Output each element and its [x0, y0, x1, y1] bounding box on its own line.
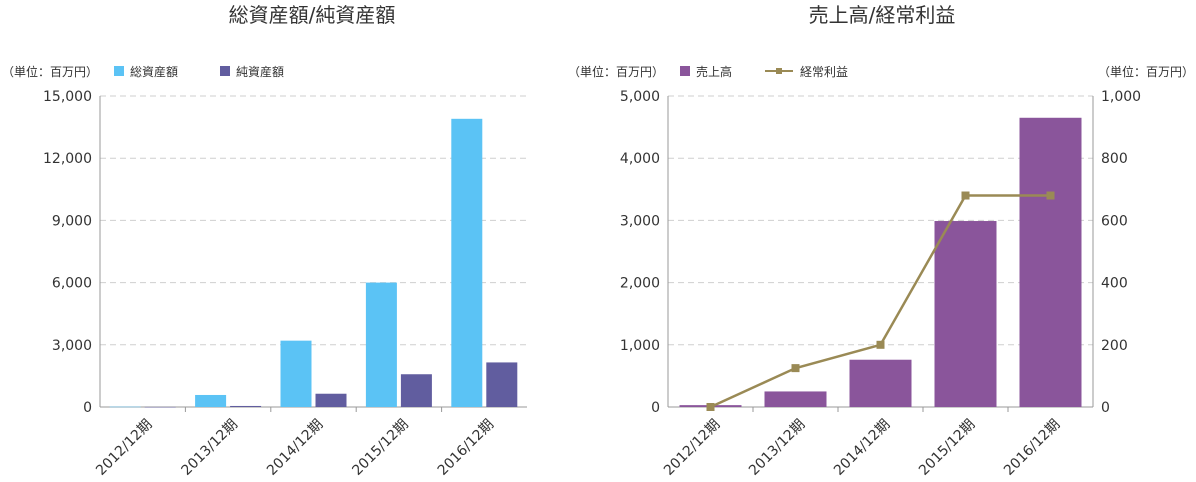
chart1-unit-label: （単位：百万円）	[2, 64, 98, 79]
chart2-y-right-tick-label: 200	[1101, 338, 1128, 354]
chart2-y-right-tick-label: 0	[1101, 400, 1110, 416]
chart2-y-left-tick-label: 2,000	[620, 276, 660, 292]
chart2-y-left-tick-label: 3,000	[620, 213, 660, 229]
chart1-y-tick-label: 0	[83, 400, 92, 416]
chart1-bar	[195, 394, 227, 407]
chart2-legend-swatch-bar	[680, 66, 690, 76]
chart1-bar	[365, 282, 397, 407]
chart2-y-left-tick-label: 0	[651, 400, 660, 416]
chart1-x-tick-label: 2012/12期	[93, 417, 155, 479]
chart2-plot-area: 0 0 1,000 200 2,000 400 3,000 600 4,000 800 5,000 1…	[620, 89, 1141, 479]
chart2-y-right-tick-label: 600	[1101, 213, 1128, 229]
chart1-y-tick-label: 9,000	[52, 213, 92, 229]
chart2-y-right-tick-label: 800	[1101, 151, 1128, 167]
chart1-legend-label-1: 純資産額	[236, 64, 284, 79]
chart2-bar	[849, 359, 912, 407]
chart1-x-tick-label: 2015/12期	[349, 417, 411, 479]
chart2-y-right-tick-label: 400	[1101, 276, 1128, 292]
chart1-bar	[400, 374, 432, 407]
chart2-unit-label-left: （単位：百万円）	[568, 64, 664, 79]
chart1-bar	[315, 393, 347, 407]
chart1-bar	[486, 362, 518, 407]
chart2-x-tick-label: 2015/12期	[916, 417, 978, 479]
chart2-y-left-tick-label: 1,000	[620, 338, 660, 354]
chart2-line-marker	[876, 340, 885, 349]
chart2-x-tick-label: 2016/12期	[1001, 417, 1063, 479]
chart2-x-tick-label: 2012/12期	[661, 417, 723, 479]
chart2-unit-label-right: （単位：百万円）	[1098, 64, 1194, 79]
chart2-legend-marker	[776, 68, 782, 74]
chart2-x-tick-label: 2013/12期	[746, 417, 808, 479]
chart1-bar	[109, 406, 141, 408]
chart2-legend-label-line: 経常利益	[800, 65, 848, 79]
chart2-line-marker	[706, 403, 715, 411]
chart1-bar	[144, 406, 176, 408]
chart2-line-marker	[791, 364, 800, 373]
chart1-bar	[230, 405, 262, 407]
chart2-bar	[1019, 117, 1082, 408]
chart1-y-tick-label: 12,000	[43, 151, 92, 167]
chart2-bar	[934, 221, 997, 407]
chart1-legend-label-0: 総資産額	[130, 64, 178, 79]
chart2-y-left-tick-label: 4,000	[620, 151, 660, 167]
chart1-legend-swatch-1	[220, 66, 230, 76]
chart2-x-tick-label: 2014/12期	[831, 417, 893, 479]
chart2-line-marker	[1046, 191, 1055, 200]
chart2-y-right-tick-label: 1,000	[1101, 89, 1141, 105]
chart1-bar	[280, 340, 312, 407]
chart1-y-tick-label: 3,000	[52, 338, 92, 354]
chart2-y-left-tick-label: 5,000	[620, 89, 660, 105]
chart1-y-tick-label: 6,000	[52, 276, 92, 292]
chart1-plot-area: 0 3,000 6,000 9,000 12,000 15,000 2012/12期 2013…	[43, 89, 527, 479]
chart1-bar	[451, 118, 483, 407]
chart2-title: 売上高/経常利益	[809, 3, 956, 27]
chart2-bar	[764, 391, 827, 407]
chart2-line-marker	[961, 191, 970, 200]
chart2-legend-label-bar: 売上高	[696, 64, 732, 79]
chart1-title: 総資産額/純資産額	[229, 3, 396, 27]
chart1-x-tick-label: 2013/12期	[179, 417, 241, 479]
chart1-x-tick-label: 2014/12期	[264, 417, 326, 479]
chart1-y-tick-label: 15,000	[43, 89, 92, 105]
chart1-x-tick-label: 2016/12期	[435, 417, 497, 479]
chart1-legend-swatch-0	[114, 66, 124, 76]
